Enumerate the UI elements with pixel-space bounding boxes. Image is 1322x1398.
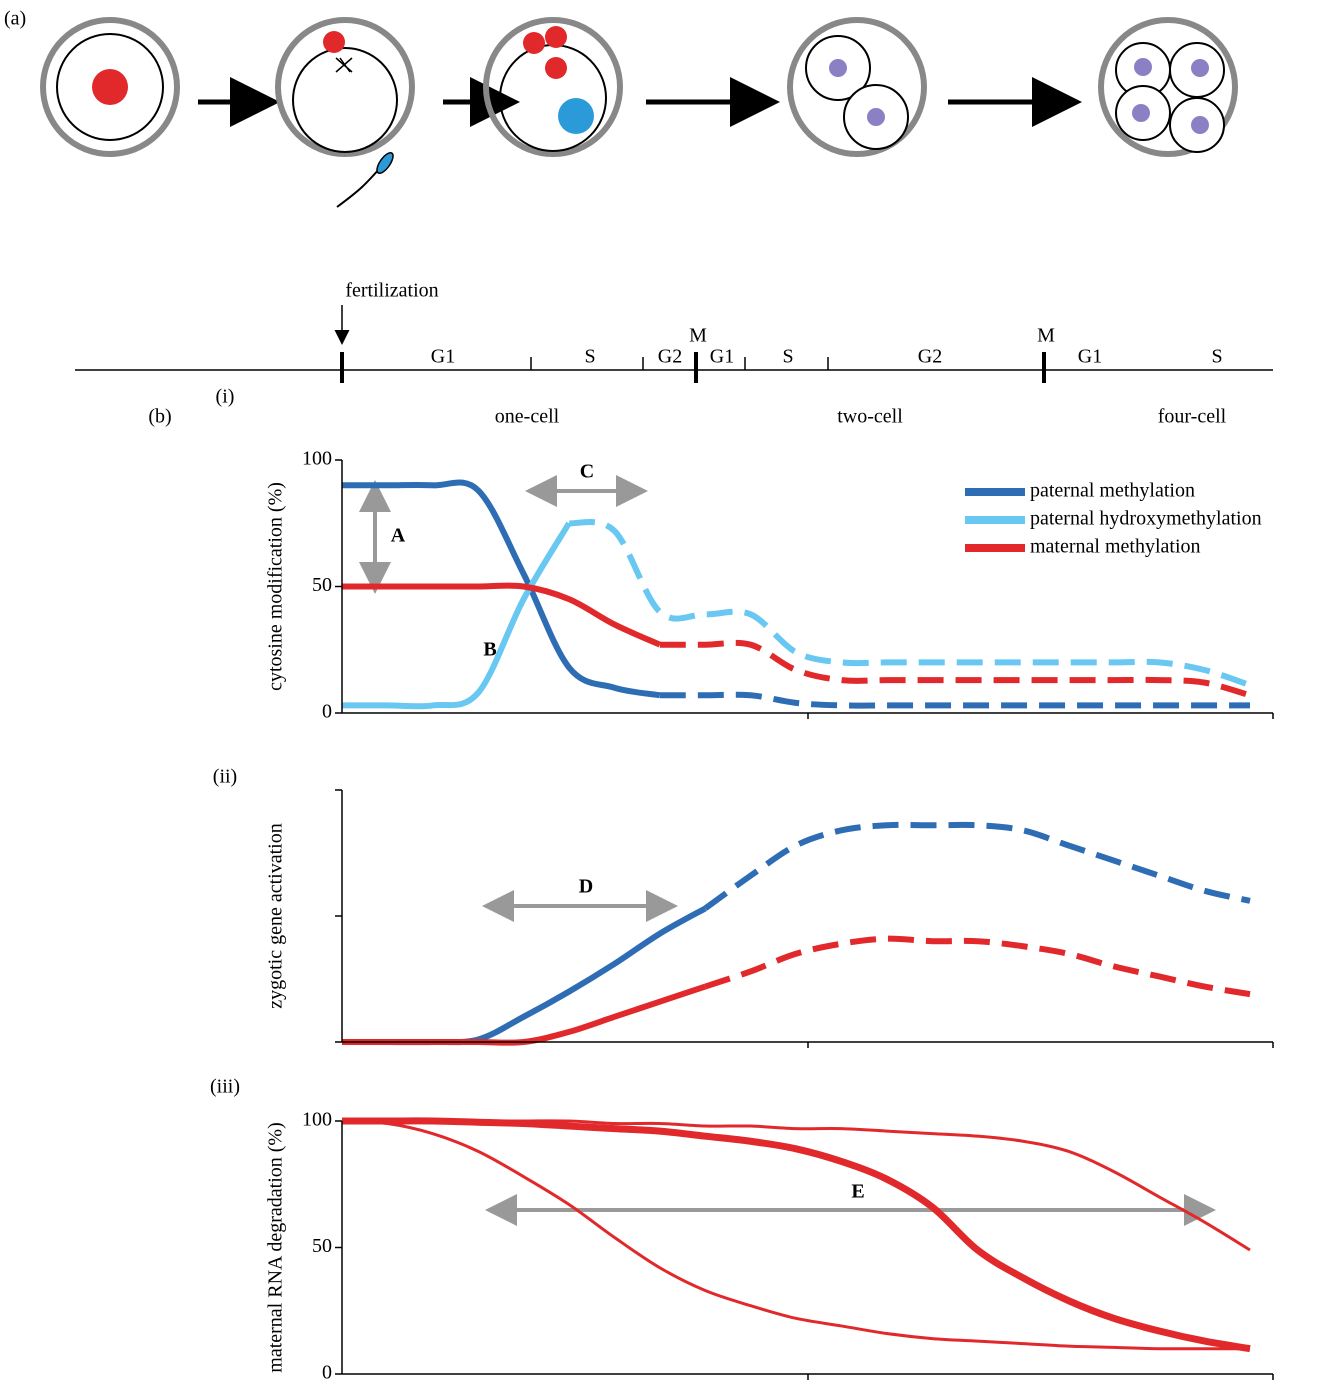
y-axis-label: zygotic gene activation (265, 823, 287, 1008)
panel-label: (ii) (213, 766, 237, 788)
y-axis-label: maternal RNA degradation (%) (265, 1122, 287, 1372)
y-tick-label: 0 (322, 1362, 332, 1384)
series-line (341, 1119, 1250, 1351)
legend-label: maternal methylation (1030, 536, 1201, 558)
series-line (704, 935, 1251, 998)
y-tick-label: 50 (312, 1235, 332, 1257)
phase-label: G2 (658, 346, 682, 368)
panel-a-diagram: (a) (4, 8, 1238, 208)
stage-label: two-cell (837, 406, 903, 428)
legend-label: paternal hydroxymethylation (1030, 508, 1262, 530)
mitosis-label: M (1037, 325, 1055, 347)
annotation: A (391, 525, 406, 547)
series-line (342, 479, 661, 699)
y-axis-label: cytosine modification (%) (265, 482, 287, 691)
timeline (75, 305, 1273, 383)
annotation: E (851, 1181, 864, 1203)
phase-label: G1 (431, 346, 455, 368)
y-tick-label: 50 (312, 574, 332, 596)
y-tick-label: 100 (302, 448, 332, 470)
annotation: B (483, 639, 496, 661)
phase-label: G1 (710, 346, 734, 368)
event-label: fertilization (345, 280, 438, 302)
series-line (659, 639, 1251, 699)
panel-label: (i) (216, 386, 235, 408)
phase-label: G2 (918, 346, 942, 368)
series-line (341, 1117, 1251, 1353)
stage-label: four-cell (1158, 406, 1227, 428)
panel-label: (b) (148, 406, 171, 428)
phase-label: S (782, 346, 793, 368)
series-line (342, 582, 662, 648)
panel-label: (iii) (210, 1076, 240, 1098)
series-line (341, 1119, 1251, 1252)
phase-label: S (1211, 346, 1222, 368)
legend-label: paternal methylation (1030, 480, 1195, 502)
y-tick-label: 0 (322, 701, 332, 723)
annotation: C (580, 461, 594, 483)
series-line (341, 905, 707, 1046)
series-line (568, 518, 1251, 689)
stage-label: one-cell (495, 406, 560, 428)
mitosis-label: M (689, 325, 707, 347)
phase-label: G1 (1078, 346, 1102, 368)
annotation-arrows (359, 475, 1216, 1226)
series-line (703, 821, 1251, 911)
phase-label: S (584, 346, 595, 368)
y-tick-label: 100 (302, 1109, 332, 1131)
series-line (341, 521, 572, 710)
panel-label: (a) (4, 8, 26, 30)
annotation: D (579, 876, 593, 898)
series-line (659, 691, 1250, 709)
